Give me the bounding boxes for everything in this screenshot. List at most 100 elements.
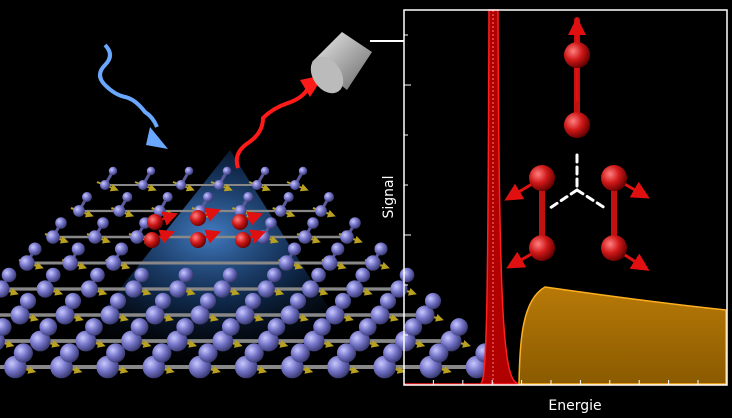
- atom: [199, 292, 217, 310]
- atom: [88, 230, 102, 244]
- atom: [349, 330, 371, 352]
- atom: [257, 280, 275, 298]
- atom: [0, 280, 10, 298]
- atom: [346, 280, 364, 298]
- molecule: [504, 17, 650, 271]
- defect-atom: [147, 214, 163, 230]
- atom: [178, 267, 194, 283]
- atom: [424, 292, 442, 310]
- atom: [105, 255, 122, 271]
- defect-atom: [190, 210, 206, 226]
- plot-frame: [403, 9, 728, 386]
- atom: [289, 292, 307, 310]
- atom: [100, 180, 110, 190]
- atom: [370, 305, 390, 325]
- atom: [404, 318, 423, 336]
- atom: [162, 191, 173, 203]
- atom: [29, 330, 51, 352]
- continuum: [518, 286, 727, 385]
- atom: [290, 180, 300, 190]
- atom: [267, 267, 282, 283]
- atom: [152, 343, 172, 363]
- spin: [0, 340, 15, 348]
- atom: [440, 330, 462, 352]
- atom: [19, 292, 37, 310]
- atom: [85, 318, 103, 336]
- atom: [340, 230, 354, 244]
- atom: [311, 267, 326, 283]
- atom: [221, 318, 240, 336]
- atom: [0, 318, 12, 336]
- atom: [298, 230, 312, 244]
- atom: [169, 280, 187, 298]
- atom: [235, 305, 255, 325]
- atom: [166, 330, 188, 352]
- atom: [64, 292, 82, 310]
- atom: [298, 166, 308, 176]
- y-axis-label: Signal: [381, 175, 397, 218]
- atom: [415, 305, 435, 325]
- x-axis-label: Energie: [548, 398, 601, 414]
- atom: [280, 305, 300, 325]
- atom: [265, 217, 277, 229]
- light-cone: [40, 150, 380, 390]
- atom: [450, 318, 468, 336]
- atom: [134, 267, 149, 283]
- atom: [39, 318, 58, 336]
- incoming-photon: [98, 43, 159, 128]
- atom: [365, 255, 381, 271]
- atom: [108, 166, 118, 176]
- atom: [222, 166, 232, 176]
- atom: [81, 191, 93, 203]
- atom: [90, 267, 105, 283]
- atom: [252, 180, 262, 190]
- incoming-photon-head: [146, 127, 168, 149]
- plot: [403, 9, 728, 386]
- atom: [307, 217, 319, 229]
- atom: [258, 330, 279, 352]
- atom: [244, 292, 262, 310]
- atom: [202, 191, 214, 203]
- atom: [349, 217, 361, 229]
- atom: [190, 305, 210, 325]
- atom: [97, 217, 109, 229]
- atom: [55, 305, 75, 325]
- atom: [75, 330, 97, 352]
- atom: [399, 267, 415, 283]
- atom: [13, 343, 33, 363]
- atom: [28, 242, 42, 256]
- atom: [325, 305, 345, 325]
- atom: [383, 343, 403, 363]
- atom: [214, 180, 224, 190]
- atom: [358, 318, 377, 336]
- atom: [122, 191, 133, 203]
- atom: [336, 343, 357, 363]
- atom: [19, 255, 35, 271]
- atom: [234, 205, 247, 217]
- atom: [1, 267, 17, 283]
- atom: [374, 242, 388, 256]
- atom: [334, 292, 352, 310]
- atom: [322, 255, 338, 271]
- atom: [274, 205, 287, 217]
- defect-atom: [144, 232, 160, 248]
- atom: [243, 191, 254, 203]
- atom: [55, 217, 67, 229]
- atom: [394, 330, 416, 352]
- atom: [130, 318, 149, 336]
- atom: [176, 318, 195, 336]
- atom: [303, 330, 325, 352]
- atom: [287, 242, 302, 256]
- detector: [310, 32, 404, 94]
- atom: [176, 180, 186, 190]
- atom: [113, 205, 126, 217]
- atom: [301, 280, 320, 298]
- atom: [10, 305, 30, 325]
- atom: [212, 330, 234, 352]
- atom: [379, 292, 397, 310]
- atom: [80, 280, 99, 298]
- atom: [260, 166, 270, 176]
- atom: [256, 230, 270, 244]
- atom: [36, 280, 54, 298]
